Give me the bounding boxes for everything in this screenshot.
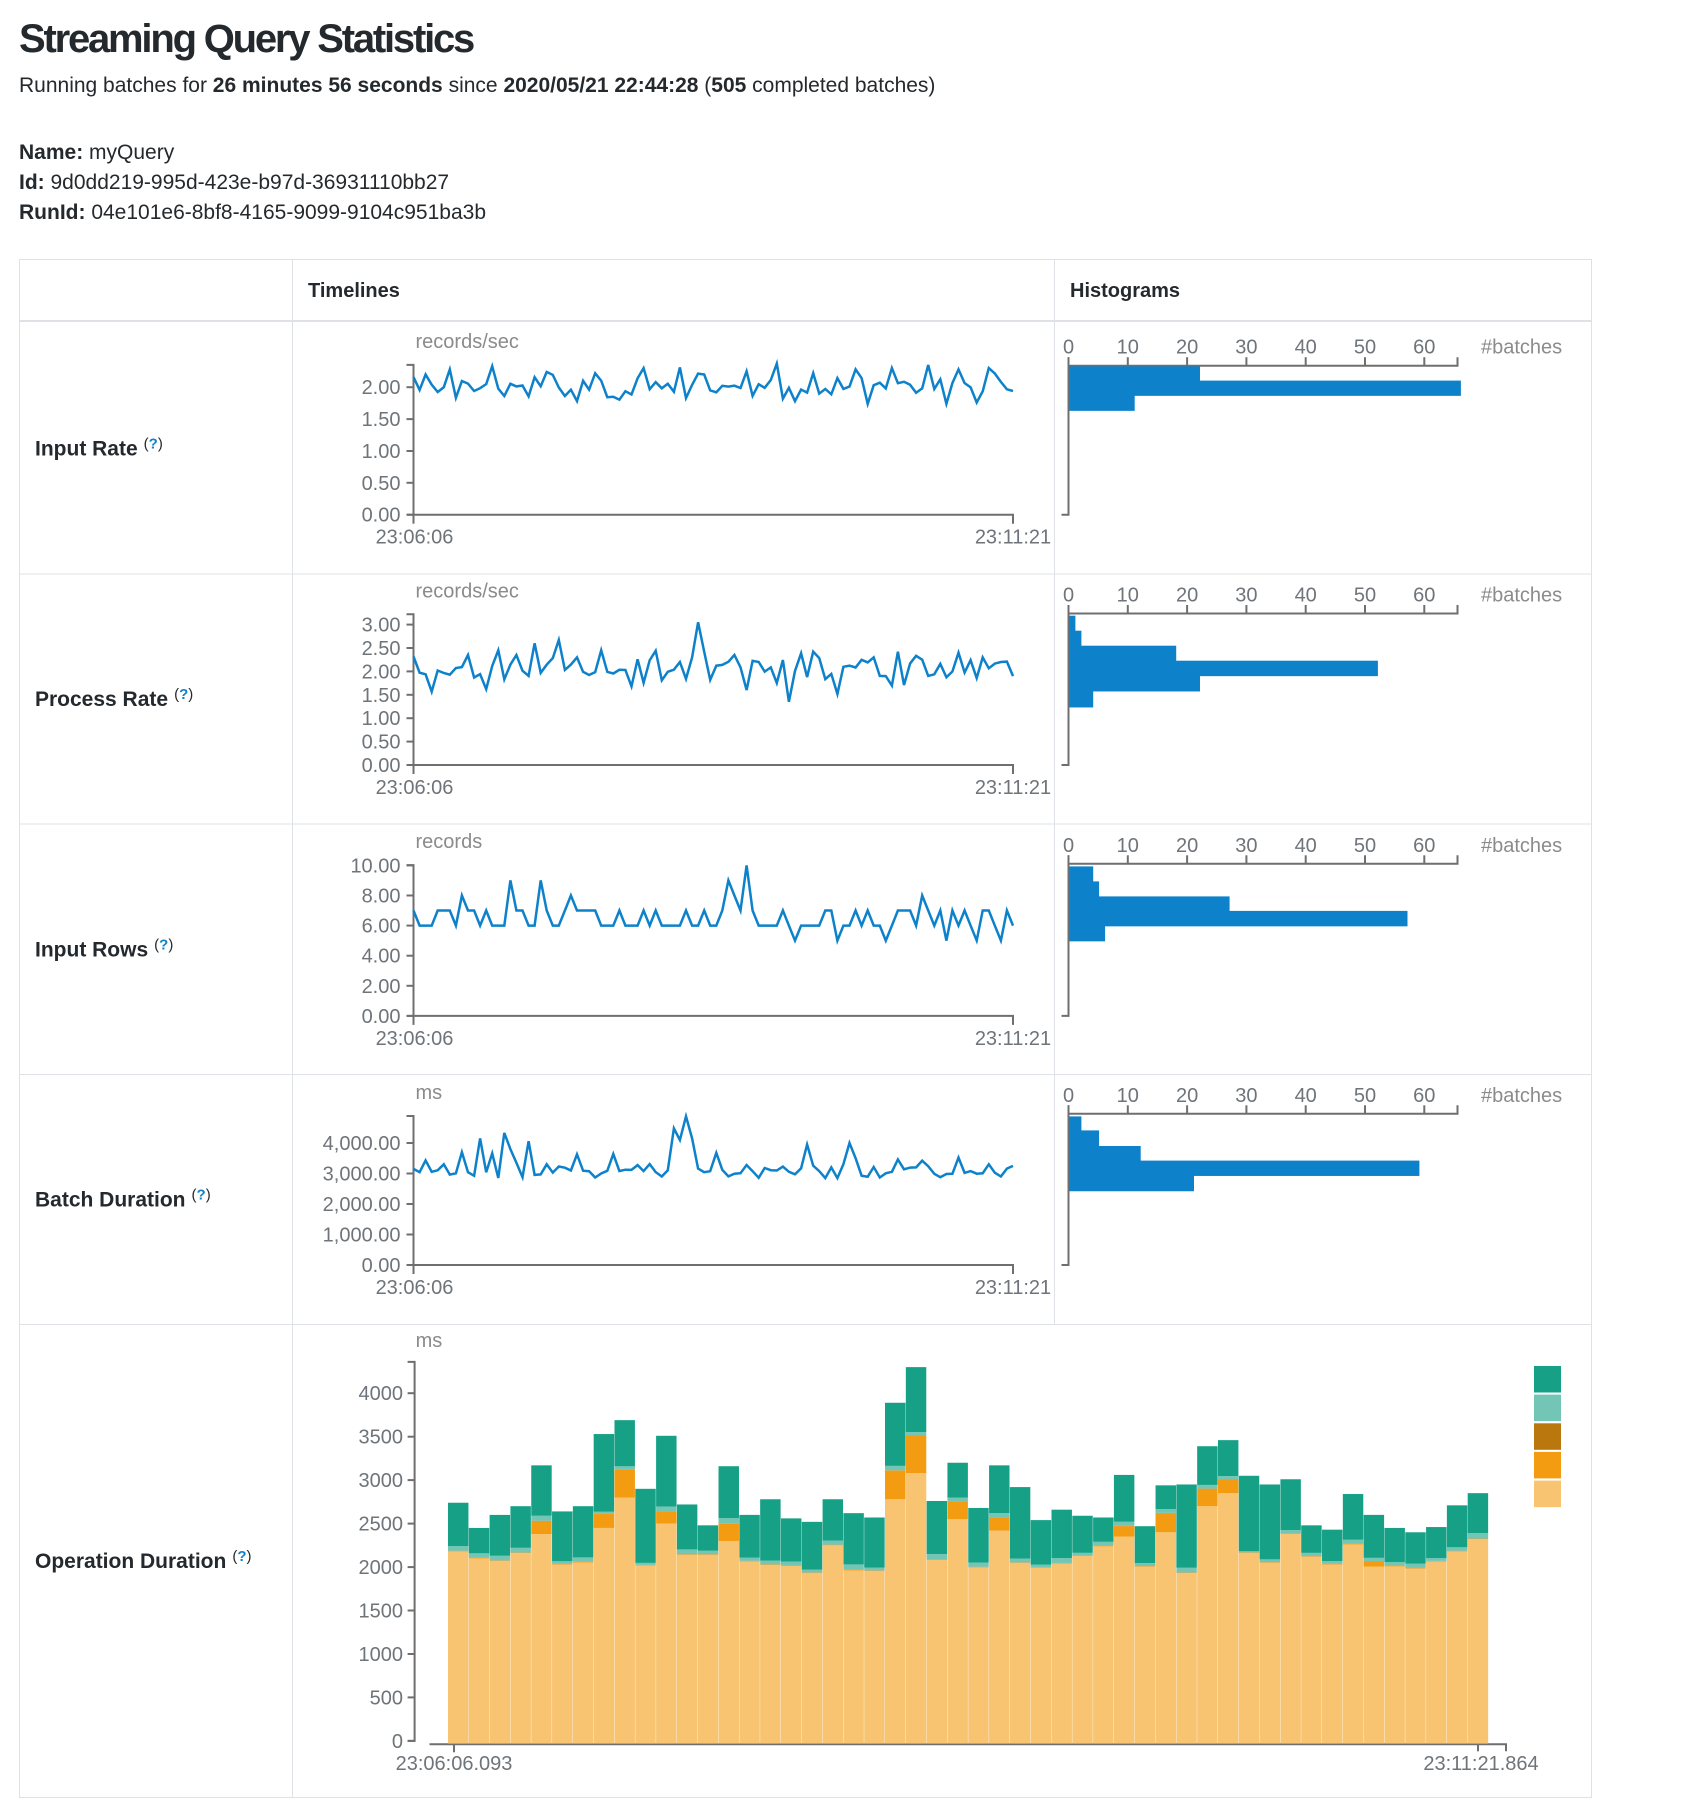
svg-text:0.00: 0.00 — [362, 755, 401, 777]
svg-text:Input Rows(?): Input Rows (?) — [35, 936, 173, 961]
svg-text:Process Rate(?): Process Rate (?) — [35, 686, 193, 711]
svg-text:#batches: #batches — [1481, 337, 1562, 359]
svg-text:60: 60 — [1413, 337, 1435, 359]
svg-text:40: 40 — [1295, 1085, 1317, 1107]
svg-text:1.50: 1.50 — [362, 409, 401, 431]
svg-text:3.00: 3.00 — [362, 615, 401, 637]
svg-text:3000: 3000 — [359, 1470, 404, 1492]
svg-text:records/sec: records/sec — [416, 331, 519, 353]
svg-text:0.50: 0.50 — [362, 732, 401, 754]
svg-text:23:11:21: 23:11:21 — [975, 527, 1051, 549]
svg-text:0: 0 — [392, 1731, 403, 1753]
svg-text:Timelines: Timelines — [308, 280, 400, 302]
svg-text:2.50: 2.50 — [362, 638, 401, 660]
svg-text:Operation Duration(?): Operation Duration (?) — [35, 1548, 252, 1573]
svg-text:60: 60 — [1413, 835, 1435, 857]
svg-text:Running batches for 26 minutes: Running batches for 26 minutes 56 second… — [19, 74, 935, 97]
svg-text:500: 500 — [370, 1687, 403, 1709]
svg-text:3,000.00: 3,000.00 — [323, 1164, 401, 1186]
svg-text:records/sec: records/sec — [416, 580, 519, 602]
svg-text:4,000.00: 4,000.00 — [323, 1133, 401, 1155]
svg-text:0.00: 0.00 — [362, 1006, 401, 1028]
svg-text:records: records — [416, 831, 483, 853]
svg-text:RunId: 04e101e6-8bf8-4165-9099: RunId: 04e101e6-8bf8-4165-9099-9104c951b… — [19, 201, 486, 224]
svg-text:20: 20 — [1176, 337, 1198, 359]
svg-text:30: 30 — [1235, 1085, 1257, 1107]
svg-text:40: 40 — [1295, 835, 1317, 857]
svg-text:20: 20 — [1176, 1085, 1198, 1107]
svg-text:4000: 4000 — [359, 1383, 404, 1405]
svg-text:Id: 9d0dd219-995d-423e-b97d-36: Id: 9d0dd219-995d-423e-b97d-36931110bb27 — [19, 171, 449, 194]
svg-text:10: 10 — [1117, 337, 1139, 359]
svg-text:2.00: 2.00 — [362, 377, 401, 399]
svg-text:2000: 2000 — [359, 1557, 404, 1579]
svg-text:10: 10 — [1117, 585, 1139, 607]
svg-text:50: 50 — [1354, 585, 1376, 607]
svg-text:10.00: 10.00 — [350, 855, 400, 877]
svg-text:0: 0 — [1063, 835, 1074, 857]
svg-text:2.00: 2.00 — [362, 661, 401, 683]
svg-text:50: 50 — [1354, 1085, 1376, 1107]
svg-text:60: 60 — [1413, 585, 1435, 607]
svg-text:23:06:06: 23:06:06 — [376, 527, 454, 549]
svg-text:10: 10 — [1117, 1085, 1139, 1107]
svg-text:23:11:21: 23:11:21 — [975, 1277, 1051, 1299]
svg-text:60: 60 — [1413, 1085, 1435, 1107]
svg-text:40: 40 — [1295, 585, 1317, 607]
svg-text:23:06:06: 23:06:06 — [376, 777, 454, 799]
svg-text:23:06:06: 23:06:06 — [376, 1028, 454, 1050]
svg-text:2,000.00: 2,000.00 — [323, 1194, 401, 1216]
svg-text:40: 40 — [1295, 337, 1317, 359]
svg-text:23:06:06.093: 23:06:06.093 — [396, 1753, 513, 1775]
svg-text:#batches: #batches — [1481, 585, 1562, 607]
svg-text:1.50: 1.50 — [362, 685, 401, 707]
svg-text:0.00: 0.00 — [362, 1255, 401, 1277]
svg-text:ms: ms — [416, 1330, 443, 1352]
svg-text:8.00: 8.00 — [362, 886, 401, 908]
svg-text:Streaming Query Statistics: Streaming Query Statistics — [19, 17, 474, 61]
svg-text:30: 30 — [1235, 835, 1257, 857]
svg-text:3500: 3500 — [359, 1427, 404, 1449]
svg-text:1.00: 1.00 — [362, 708, 401, 730]
svg-text:0.00: 0.00 — [362, 505, 401, 527]
svg-text:20: 20 — [1176, 835, 1198, 857]
svg-text:#batches: #batches — [1481, 1085, 1562, 1107]
svg-text:2500: 2500 — [359, 1514, 404, 1536]
svg-text:0: 0 — [1063, 1085, 1074, 1107]
svg-text:23:11:21: 23:11:21 — [975, 1028, 1051, 1050]
svg-text:Batch Duration(?): Batch Duration (?) — [35, 1186, 211, 1211]
svg-text:2.00: 2.00 — [362, 976, 401, 998]
svg-text:4.00: 4.00 — [362, 946, 401, 968]
svg-text:23:11:21: 23:11:21 — [975, 777, 1051, 799]
svg-text:23:06:06: 23:06:06 — [376, 1277, 454, 1299]
svg-text:50: 50 — [1354, 835, 1376, 857]
svg-text:1.00: 1.00 — [362, 441, 401, 463]
svg-text:30: 30 — [1235, 585, 1257, 607]
svg-text:50: 50 — [1354, 337, 1376, 359]
svg-text:#batches: #batches — [1481, 835, 1562, 857]
svg-text:Name: myQuery: Name: myQuery — [19, 141, 175, 164]
svg-text:Input Rate(?): Input Rate (?) — [35, 436, 163, 461]
svg-text:0.50: 0.50 — [362, 473, 401, 495]
svg-text:10: 10 — [1117, 835, 1139, 857]
svg-text:6.00: 6.00 — [362, 916, 401, 938]
svg-text:20: 20 — [1176, 585, 1198, 607]
svg-text:ms: ms — [416, 1082, 443, 1104]
svg-text:0: 0 — [1063, 337, 1074, 359]
svg-text:30: 30 — [1235, 337, 1257, 359]
svg-text:23:11:21.864: 23:11:21.864 — [1423, 1753, 1538, 1775]
svg-text:Histograms: Histograms — [1070, 280, 1180, 302]
svg-text:0: 0 — [1063, 585, 1074, 607]
svg-text:1500: 1500 — [359, 1601, 404, 1623]
svg-text:1000: 1000 — [359, 1644, 404, 1666]
svg-text:1,000.00: 1,000.00 — [323, 1225, 401, 1247]
